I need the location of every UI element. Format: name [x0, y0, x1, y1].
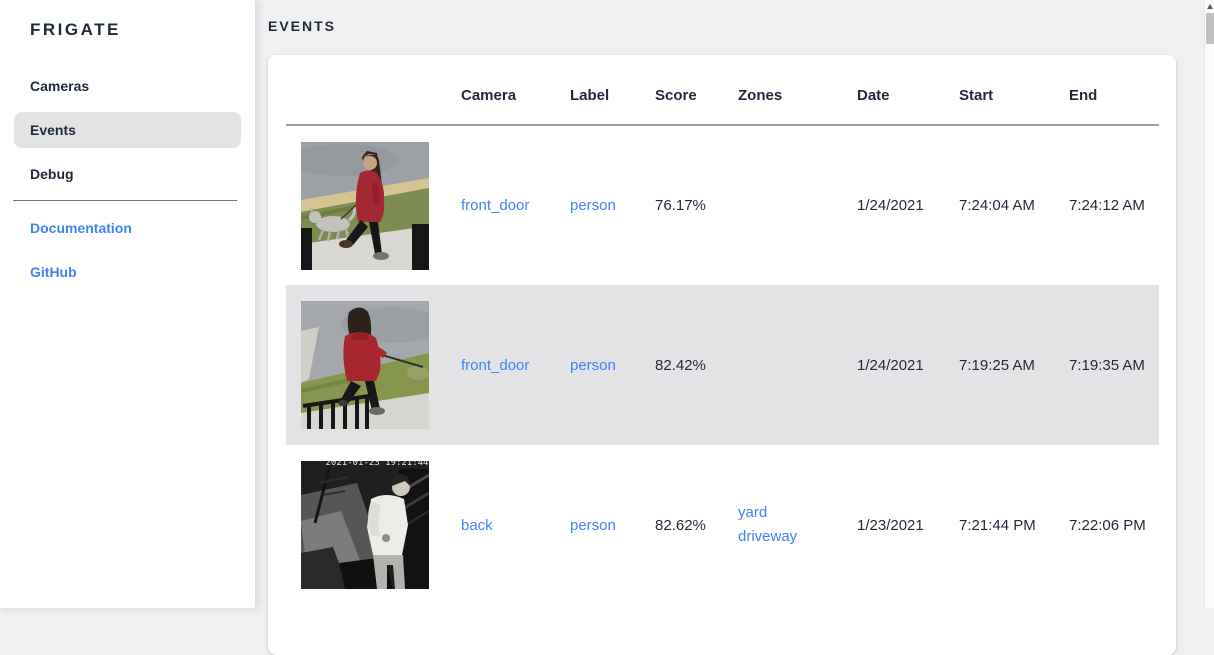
thumbnail-column-header — [286, 55, 461, 126]
end-value: 7:24:12 AM — [1069, 197, 1145, 214]
start-value: 7:21:44 PM — [959, 516, 1036, 534]
label-link[interactable]: person — [570, 356, 616, 374]
sidebar-link-documentation[interactable]: Documentation — [14, 210, 241, 246]
score-value: 76.17% — [655, 197, 706, 214]
app-logo: FRIGATE — [30, 20, 121, 39]
score-value: 82.42% — [655, 356, 706, 374]
event-row[interactable]: front_door person 82.42% 1/24/2021 7:19:… — [286, 285, 1159, 445]
page-title: EVENTS — [268, 18, 337, 34]
thumbnail-timestamp-overlay: 2021-01-23 19:21:44 — [326, 461, 429, 468]
date-value: 1/23/2021 — [857, 516, 924, 534]
label-link[interactable]: person — [570, 197, 616, 214]
sidebar-divider — [13, 200, 237, 201]
sidebar: FRIGATE Cameras Events Debug Documentati… — [0, 0, 255, 608]
start-value: 7:19:25 AM — [959, 356, 1035, 374]
sidebar-links: Documentation GitHub — [0, 210, 255, 290]
column-header-label: Label — [570, 55, 655, 126]
sidebar-item-label: Debug — [30, 166, 74, 182]
end-value: 7:22:06 PM — [1069, 516, 1146, 534]
sidebar-link-label: GitHub — [30, 264, 77, 280]
event-thumbnail-person-night[interactable]: 2021-01-23 19:21:44 — [301, 461, 429, 589]
column-header-score: Score — [655, 55, 738, 126]
events-table: Camera Label Score Zones Date Start End — [286, 55, 1159, 605]
event-thumbnail-cell[interactable]: 2021-01-23 19:21:44 — [286, 445, 461, 605]
sidebar-link-github[interactable]: GitHub — [14, 254, 241, 290]
score-value: 82.62% — [655, 516, 706, 534]
table-header-row: Camera Label Score Zones Date Start End — [286, 55, 1159, 126]
column-header-date: Date — [857, 55, 959, 126]
vertical-scrollbar[interactable] — [1204, 0, 1214, 608]
sidebar-item-label: Cameras — [30, 78, 90, 94]
zones-cell — [738, 285, 857, 445]
camera-link[interactable]: back — [461, 516, 493, 534]
scroll-up-button[interactable] — [1205, 0, 1214, 12]
event-thumbnail-cell[interactable] — [286, 125, 461, 285]
zones-cell — [738, 125, 857, 285]
sidebar-nav: Cameras Events Debug — [0, 68, 255, 192]
camera-link[interactable]: front_door — [461, 356, 530, 374]
camera-link[interactable]: front_door — [461, 197, 530, 214]
start-value: 7:24:04 AM — [959, 197, 1035, 214]
zone-link-yard[interactable]: yard — [738, 504, 768, 521]
column-header-camera: Camera — [461, 55, 570, 126]
scroll-up-icon — [1206, 3, 1213, 9]
sidebar-link-label: Documentation — [30, 220, 132, 236]
label-link[interactable]: person — [570, 516, 616, 534]
sidebar-item-label: Events — [30, 122, 76, 138]
column-header-end: End — [1069, 55, 1159, 126]
event-thumbnail-person-red-hoodie[interactable] — [301, 301, 429, 429]
main-content: EVENTS Camera Label Score Zones Date Sta… — [255, 0, 1214, 655]
event-row[interactable]: 2021-01-23 19:21:44 back person 82.62% — [286, 445, 1159, 605]
event-row[interactable]: front_door person 76.17% 1/24/2021 7:24:… — [286, 125, 1159, 285]
events-card: Camera Label Score Zones Date Start End — [268, 55, 1176, 655]
event-thumbnail-cell[interactable] — [286, 285, 461, 445]
column-header-zones: Zones — [738, 55, 857, 126]
date-value: 1/24/2021 — [857, 356, 924, 374]
date-value: 1/24/2021 — [857, 197, 924, 214]
sidebar-item-debug[interactable]: Debug — [14, 156, 241, 192]
zones-cell: yard driveway — [738, 445, 857, 605]
sidebar-item-events[interactable]: Events — [14, 112, 241, 148]
event-thumbnail-person-walking-dog[interactable] — [301, 141, 429, 270]
end-value: 7:19:35 AM — [1069, 356, 1145, 374]
sidebar-item-cameras[interactable]: Cameras — [14, 68, 241, 104]
zone-link-driveway[interactable]: driveway — [738, 528, 798, 545]
column-header-start: Start — [959, 55, 1069, 126]
scrollbar-thumb[interactable] — [1206, 13, 1214, 44]
